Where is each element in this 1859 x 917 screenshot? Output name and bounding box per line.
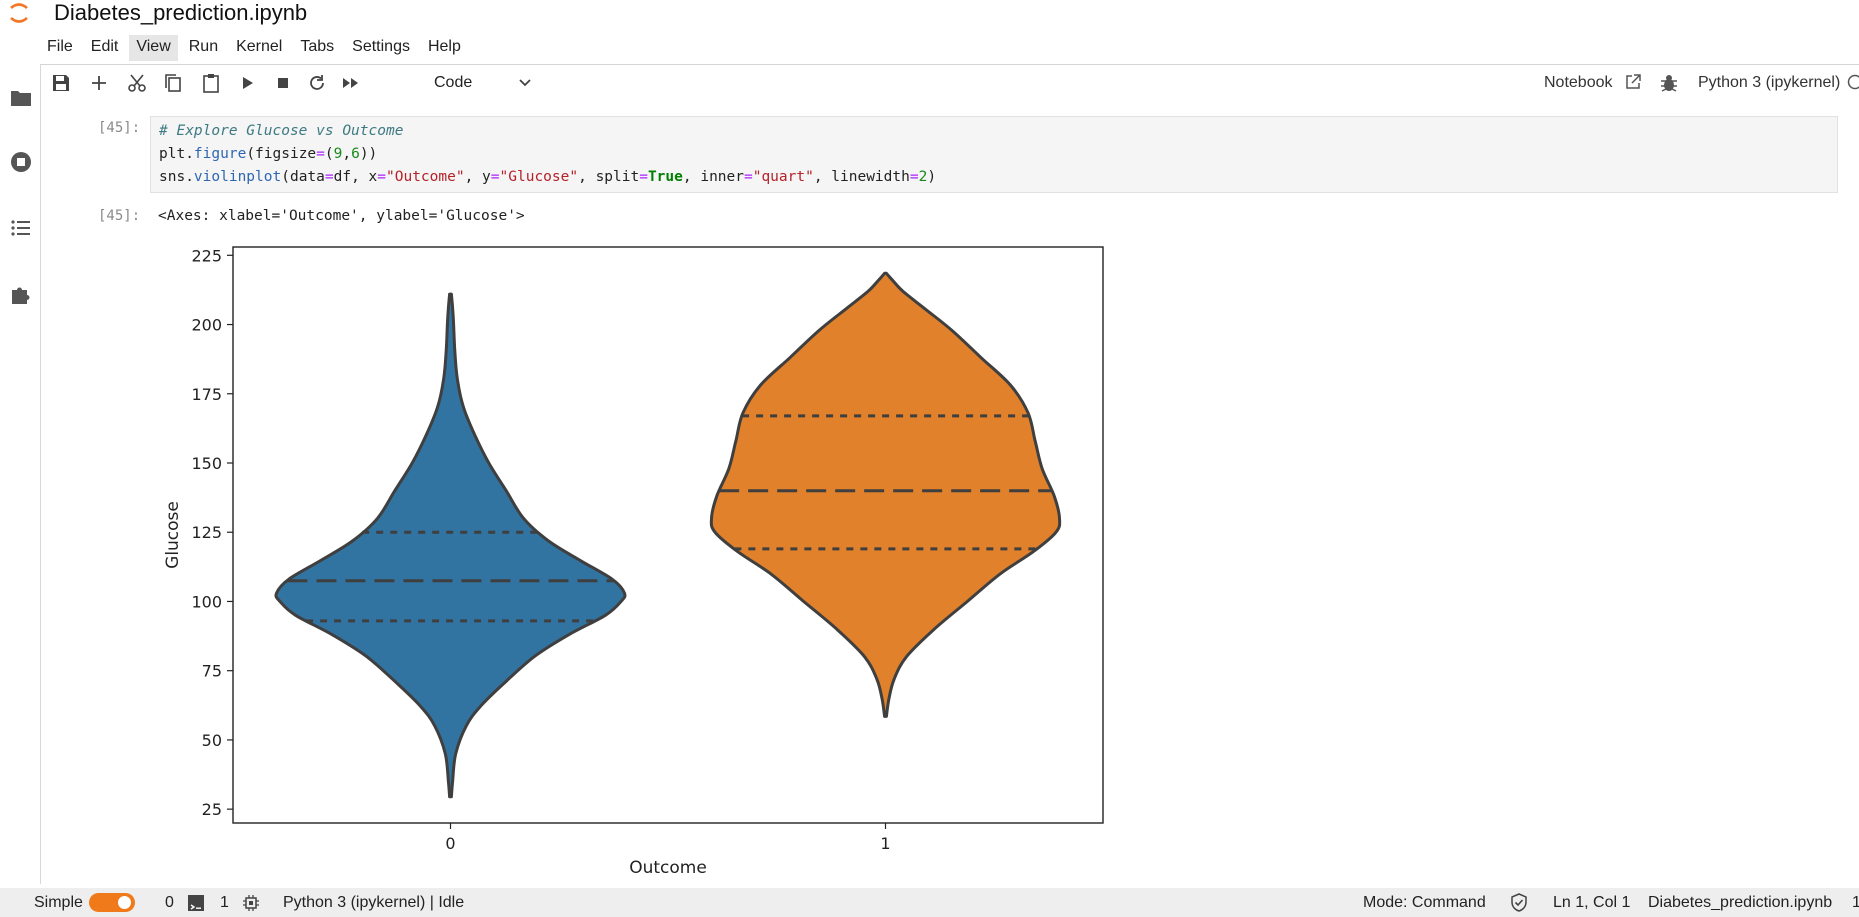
menu-bar: File Edit View Run Kernel Tabs Settings … bbox=[40, 35, 472, 61]
menu-help[interactable]: Help bbox=[427, 38, 461, 55]
simple-mode-toggle[interactable] bbox=[89, 893, 135, 912]
y-tick-label: 25 bbox=[202, 800, 222, 819]
kernel-count[interactable]: 1 bbox=[220, 894, 229, 911]
menu-settings[interactable]: Settings bbox=[352, 38, 410, 55]
status-bar: Simple 0 1 Python 3 (ipykernel) | Idle M… bbox=[0, 888, 1859, 917]
document-title: Diabetes_prediction.ipynb bbox=[54, 0, 308, 25]
cpu-icon[interactable] bbox=[242, 894, 260, 912]
jupyter-logo-icon bbox=[10, 3, 28, 23]
cut-icon[interactable] bbox=[126, 72, 148, 94]
external-link-icon[interactable] bbox=[1624, 73, 1642, 91]
output-prompt: [45]: bbox=[98, 208, 141, 224]
extension-icon[interactable] bbox=[9, 282, 33, 306]
notebook-link[interactable]: Notebook bbox=[1544, 74, 1613, 91]
x-tick-label: 1 bbox=[880, 834, 890, 853]
y-tick-label: 200 bbox=[191, 316, 222, 335]
title-bar: Diabetes_prediction.ipynb bbox=[0, 0, 1859, 28]
command-mode: Mode: Command bbox=[1363, 894, 1486, 911]
kernel-status-icon bbox=[1847, 74, 1859, 90]
y-tick-label: 100 bbox=[191, 592, 222, 611]
menu-tabs[interactable]: Tabs bbox=[300, 38, 335, 55]
x-axis-label: Outcome bbox=[629, 858, 707, 878]
menu-edit[interactable]: Edit bbox=[90, 38, 119, 55]
y-axis-label: Glucose bbox=[163, 501, 183, 569]
kernel-status[interactable]: Python 3 (ipykernel) | Idle bbox=[283, 894, 465, 911]
running-icon[interactable] bbox=[9, 150, 33, 174]
status-trailing: 1 bbox=[1852, 894, 1859, 911]
fast-forward-icon[interactable] bbox=[340, 72, 362, 94]
terminal-count[interactable]: 0 bbox=[165, 894, 174, 911]
x-tick-label: 0 bbox=[445, 834, 455, 853]
y-axis: 25 50 75 100 125 150 175 200 225 bbox=[191, 246, 233, 819]
violin-body-0 bbox=[274, 292, 627, 799]
menu-kernel[interactable]: Kernel bbox=[236, 38, 283, 55]
y-tick-label: 225 bbox=[191, 246, 222, 265]
violin-layer bbox=[274, 271, 1062, 799]
terminal-icon[interactable] bbox=[188, 895, 204, 911]
folder-icon[interactable] bbox=[9, 86, 33, 110]
y-tick-label: 75 bbox=[202, 662, 222, 681]
shield-check-icon[interactable] bbox=[1510, 893, 1528, 912]
violin-body-1 bbox=[709, 271, 1062, 718]
add-cell-icon[interactable] bbox=[88, 72, 110, 94]
chevron-down-icon bbox=[519, 79, 531, 87]
run-icon[interactable] bbox=[236, 72, 258, 94]
cell-type-label: Code bbox=[434, 74, 473, 91]
menu-run[interactable]: Run bbox=[188, 38, 219, 55]
stop-icon[interactable] bbox=[272, 72, 294, 94]
left-sidebar bbox=[0, 64, 41, 884]
menu-file[interactable]: File bbox=[47, 38, 73, 55]
y-tick-label: 150 bbox=[191, 454, 222, 473]
input-prompt: [45]: bbox=[98, 120, 141, 136]
simple-mode-label: Simple bbox=[34, 894, 83, 911]
menu-divider bbox=[40, 64, 1859, 65]
axes-frame bbox=[232, 246, 1104, 824]
code-comment: # Explore Glucose vs Outcome bbox=[159, 123, 404, 139]
menu-view[interactable]: View bbox=[129, 35, 178, 61]
notebook-toolbar: Code Notebook Python 3 (ipykernel) bbox=[40, 66, 1859, 100]
cell-type-select[interactable]: Code bbox=[434, 72, 536, 96]
restart-icon[interactable] bbox=[306, 72, 328, 94]
save-icon[interactable] bbox=[50, 72, 72, 94]
status-file-name: Diabetes_prediction.ipynb bbox=[1648, 894, 1833, 911]
toggle-knob bbox=[118, 896, 131, 909]
y-tick-label: 50 bbox=[202, 731, 222, 750]
paste-icon[interactable] bbox=[200, 72, 222, 94]
output-text: <Axes: xlabel='Outcome', ylabel='Glucose… bbox=[158, 208, 525, 224]
kernel-name[interactable]: Python 3 (ipykernel) bbox=[1698, 74, 1841, 91]
code-editor[interactable]: # Explore Glucose vs Outcome plt.figure(… bbox=[159, 123, 937, 185]
code-cell[interactable]: # Explore Glucose vs Outcome plt.figure(… bbox=[150, 116, 1838, 193]
y-tick-label: 125 bbox=[191, 523, 222, 542]
bug-icon[interactable] bbox=[1658, 72, 1680, 94]
y-tick-label: 175 bbox=[191, 385, 222, 404]
cursor-position[interactable]: Ln 1, Col 1 bbox=[1553, 894, 1631, 911]
toc-icon[interactable] bbox=[9, 216, 33, 240]
copy-icon[interactable] bbox=[162, 72, 184, 94]
